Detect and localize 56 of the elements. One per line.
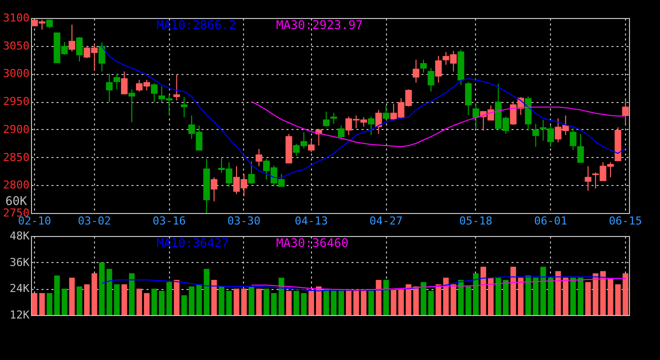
- y-tick-label: 3050: [3, 39, 30, 52]
- x-tick-label: 03-16: [152, 214, 186, 228]
- candlestick: [532, 123, 539, 148]
- x-tick-label: 03-02: [78, 214, 111, 228]
- candlestick: [570, 128, 576, 151]
- text: 60K: [5, 194, 28, 208]
- text: MA10:2866.2: [156, 18, 236, 32]
- candlestick: [114, 73, 120, 90]
- candlestick: [472, 103, 480, 130]
- candlestick: [256, 148, 262, 167]
- candlestick: [173, 74, 180, 101]
- y-tick-label: 36K: [10, 256, 30, 269]
- candlestick: [428, 68, 434, 92]
- candlestick: [248, 160, 255, 185]
- y-tick-label: 3100: [3, 12, 30, 24]
- candlestick: [368, 116, 374, 136]
- candlestick: [76, 36, 83, 62]
- candlestick: [338, 125, 345, 139]
- candlestick: [308, 140, 315, 153]
- candlestick: [322, 111, 330, 128]
- candlestick: [210, 176, 218, 202]
- candlestick: [330, 112, 338, 124]
- x-tick-label: 03-30: [227, 214, 261, 228]
- x-tick-label: 04-13: [294, 214, 328, 228]
- x-tick-label: 06-15: [608, 214, 642, 228]
- y-tick-label: 3000: [3, 67, 30, 80]
- candlestick: [382, 104, 390, 120]
- x-tick-label: 06-01: [534, 214, 568, 228]
- y-tick-label: 2900: [3, 122, 30, 136]
- y-tick-label: 2850: [3, 150, 30, 164]
- x-tick-label: 05-18: [459, 214, 492, 228]
- candlestick: [412, 59, 420, 84]
- candlestick: [465, 82, 472, 116]
- x-tick-label: 04-27: [370, 214, 403, 228]
- y-tick-label: 2950: [3, 95, 30, 108]
- candlestick: [150, 82, 158, 103]
- y-tick-label: 48K: [10, 230, 30, 242]
- y-tick-label: 24K: [10, 282, 30, 296]
- text: MA10:36427: [156, 236, 229, 250]
- candlestick: [98, 42, 106, 72]
- candlestick: [128, 88, 136, 123]
- candlestick: [106, 73, 113, 103]
- y-tick-label: 12K: [10, 308, 30, 322]
- line-series: [250, 278, 626, 290]
- candlestick: [577, 133, 584, 164]
- candlestick: [68, 24, 76, 52]
- candlestick: [375, 109, 382, 134]
- text: MA30:2923.97: [276, 18, 363, 32]
- y-tick-label: 2800: [3, 178, 30, 192]
- candlestick: [622, 100, 629, 124]
- candlestick: [180, 96, 188, 118]
- candlestick: [584, 166, 592, 192]
- candlestick: [420, 59, 427, 74]
- text: MA30:36460: [276, 236, 348, 250]
- candlestick: [435, 55, 442, 84]
- candlestick: [121, 70, 128, 95]
